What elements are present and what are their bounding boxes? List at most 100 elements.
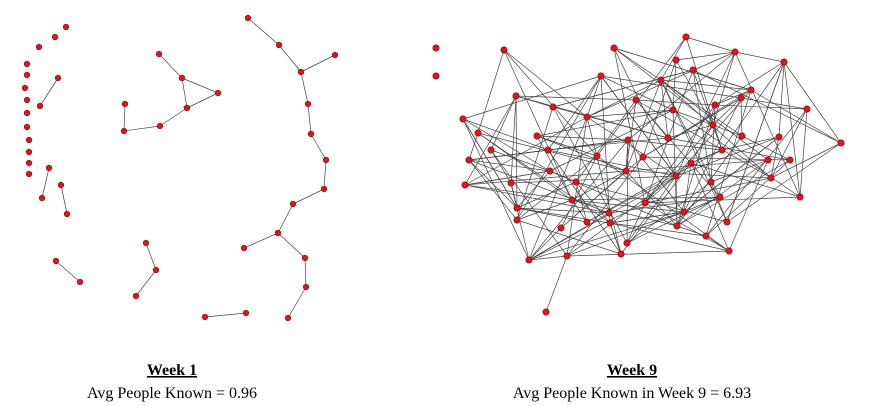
edge [566,250,730,257]
edge [626,196,721,244]
edge [690,162,730,252]
node [803,105,811,113]
edge [528,211,685,261]
node [76,278,84,286]
edge [608,196,721,214]
node [764,156,772,164]
edge [613,47,743,137]
node [214,89,222,97]
edge [609,222,707,237]
node [25,148,33,156]
node [38,194,46,202]
edge [300,54,336,73]
edge [799,108,808,198]
edge [560,170,627,229]
edge [675,51,736,177]
edge [685,36,723,151]
node [302,283,310,291]
edge [609,222,730,252]
edge [510,95,517,184]
edge [712,124,723,151]
edge [609,222,622,255]
edge [571,199,678,227]
node [23,96,31,104]
node [120,127,128,135]
edge [516,199,573,221]
edge [770,108,808,179]
node [21,84,29,92]
node [583,113,591,121]
node [673,222,681,230]
edge [39,77,59,107]
node [623,239,631,247]
edge [635,99,721,198]
edge [55,260,81,283]
node [512,92,520,100]
edge [770,142,842,179]
edge [626,181,712,244]
edge [462,118,518,209]
node [711,101,719,109]
node [725,247,733,255]
node [23,109,31,117]
edge [123,125,161,132]
edge [676,97,742,227]
edge [672,109,743,137]
node [672,172,680,180]
edge [462,118,549,151]
node [432,72,440,80]
edge [566,211,685,257]
edge [516,207,611,224]
edge [490,149,551,172]
edge [676,159,791,227]
edge [644,196,801,204]
node [624,136,632,144]
edge [277,232,306,259]
node [487,146,495,154]
edge [516,207,588,223]
node [525,256,533,264]
node [240,244,248,252]
node [557,224,565,232]
edge [516,219,622,255]
node [775,133,783,141]
node [689,66,697,74]
node [837,139,845,147]
edge [135,269,157,297]
node [664,134,672,142]
node [682,33,690,41]
node [307,130,315,138]
edge [510,175,677,184]
node [63,210,71,218]
edge [468,132,479,161]
edge [181,77,219,94]
edge [545,255,568,313]
node [461,181,469,189]
edge [750,89,842,144]
node [297,68,305,76]
edge [464,95,517,186]
edge [714,104,808,110]
edge [490,149,512,184]
edge [705,235,730,252]
edge [740,97,743,137]
edge [566,175,677,257]
edge [644,162,692,204]
panel-caption: Avg People Known in Week 9 = 6.93 [513,385,751,402]
node [432,44,440,52]
edge [625,139,629,172]
edge [477,49,505,134]
node [322,156,330,164]
edge [552,106,628,244]
node [23,71,31,79]
node [606,219,614,227]
edge [247,17,280,46]
panel-caption: Avg People Known = 0.96 [87,385,257,402]
node [62,23,70,31]
edge [158,53,183,79]
node [152,266,160,274]
node [25,159,33,167]
edge [503,49,573,201]
nodes [21,14,845,322]
edge [613,47,714,126]
